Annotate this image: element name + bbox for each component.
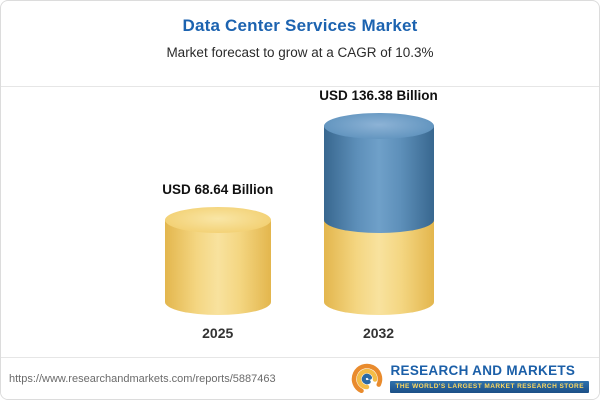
brand-tagline: THE WORLD'S LARGEST MARKET RESEARCH STOR… [390,380,589,393]
brand-text-block: RESEARCH AND MARKETS THE WORLD'S LARGEST… [390,363,589,393]
category-label-2032: 2032 [362,325,395,341]
value-label-2025: USD 68.64 Billion [162,182,274,197]
segment-2032-base [323,220,434,315]
footer: https://www.researchandmarkets.com/repor… [1,357,599,399]
source-url-link[interactable]: https://www.researchandmarkets.com/repor… [9,372,276,385]
bar-group-2025: USD 68.64 Billion 2025 [162,182,273,341]
category-label-2025: 2025 [202,325,234,341]
chart-subtitle: Market forecast to grow at a CAGR of 10.… [166,45,434,60]
brand-logo: RESEARCH AND MARKETS THE WORLD'S LARGEST… [350,362,589,396]
value-label-2032: USD 136.38 Billion [319,88,438,104]
cylinder-bar-2032 [323,113,434,315]
bar-chart: USD 68.64 Billion 2025 USD 136.38 Billio… [1,87,599,357]
chart-header: Data Center Services Market Market forec… [1,1,599,87]
segment-2032-growth [323,126,434,233]
cylinder-top-2025 [164,207,271,233]
brand-logo-icon [352,363,383,394]
bar-group-2032: USD 136.38 Billion 2032 [319,88,438,341]
cylinder-top-2032 [323,113,434,140]
cylinder-bar-2025 [164,207,271,315]
brand-name: RESEARCH AND MARKETS [390,363,576,379]
page-title: Data Center Services Market [182,16,418,35]
segment-2025-value [164,220,271,315]
